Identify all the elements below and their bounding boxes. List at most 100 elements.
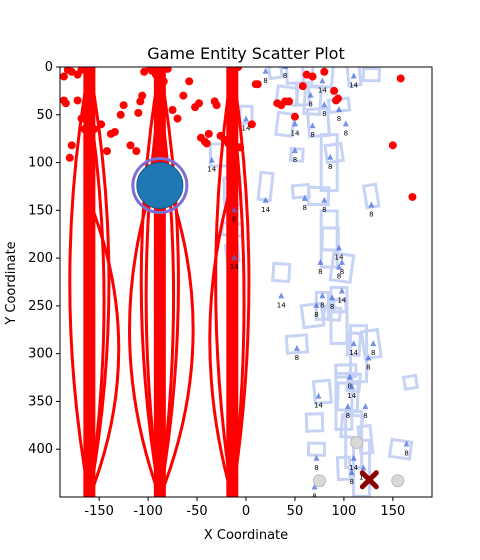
item-label: 14 xyxy=(349,82,358,90)
y-tick-label: 400 xyxy=(28,442,53,457)
enemy-point xyxy=(253,80,262,89)
enemy-point xyxy=(116,110,125,119)
enemy-point xyxy=(236,143,245,152)
enemy-point xyxy=(80,125,89,134)
x-tick-label: 100 xyxy=(331,504,356,519)
enemy-point xyxy=(138,91,147,100)
enemy-point xyxy=(65,153,74,162)
item-label: 8 xyxy=(295,354,299,362)
item-marker xyxy=(278,292,285,299)
enemy-point xyxy=(185,77,194,86)
ghost-marker xyxy=(391,474,405,488)
item-label: 8 xyxy=(337,115,341,123)
wall-outline xyxy=(290,182,311,200)
wall-outline xyxy=(329,285,349,345)
item-marker xyxy=(319,292,326,299)
enemy-point xyxy=(247,120,256,129)
item-label: 14 xyxy=(369,527,378,535)
item-label: 14 xyxy=(242,125,251,133)
enemy-point xyxy=(140,67,149,76)
enemy-point xyxy=(61,99,70,108)
enemy-trail xyxy=(87,200,121,497)
item-marker xyxy=(315,392,322,399)
wall-outline xyxy=(306,185,331,207)
item-marker xyxy=(338,287,345,294)
chart-title: Game Entity Scatter Plot xyxy=(147,44,344,63)
item-marker xyxy=(208,156,215,163)
item-label: 8 xyxy=(283,72,287,80)
ghost-marker xyxy=(350,436,364,450)
wall-outline xyxy=(304,412,325,433)
item-marker xyxy=(262,196,269,203)
item-label: 8 xyxy=(322,110,326,118)
enemy-point xyxy=(85,68,94,77)
item-marker xyxy=(403,440,410,447)
item-marker xyxy=(243,115,249,122)
item-marker xyxy=(231,206,238,213)
wall-outline xyxy=(319,209,339,269)
item-label: 8 xyxy=(318,268,322,276)
enemy-point xyxy=(77,114,86,123)
item-label: 14 xyxy=(396,521,405,529)
x-tick-label: -100 xyxy=(133,504,163,519)
item-marker xyxy=(370,340,377,347)
enemy-point xyxy=(204,129,213,138)
enemy-trail xyxy=(144,95,162,497)
x-tick-label: -150 xyxy=(84,504,114,519)
enemy-point xyxy=(126,141,135,150)
wall-outline xyxy=(387,437,414,461)
item-marker xyxy=(262,67,269,74)
ghost-marker xyxy=(312,474,326,488)
enemy-point xyxy=(230,139,239,148)
item-label: 8 xyxy=(337,273,341,281)
item-marker xyxy=(336,244,342,251)
wall-outline xyxy=(361,67,381,83)
wall-outline xyxy=(256,170,275,203)
item-label: 8 xyxy=(348,383,352,391)
enemy-trail xyxy=(158,95,176,497)
enemy-point xyxy=(110,127,119,136)
wall-outline xyxy=(359,327,383,361)
enemy-trail xyxy=(128,162,162,497)
item-marker xyxy=(338,258,345,265)
wall-outline xyxy=(289,147,305,163)
item-label: 8 xyxy=(369,211,373,219)
x-tick-label: 50 xyxy=(287,504,304,519)
item-marker xyxy=(291,120,298,127)
enemy-trail xyxy=(230,67,251,497)
item-marker xyxy=(368,201,375,208)
item-marker xyxy=(231,254,238,261)
enemy-point xyxy=(290,112,299,121)
enemy-point xyxy=(87,152,96,161)
x-tick-label: 0 xyxy=(242,504,250,519)
enemy-point xyxy=(83,110,92,119)
item-label: 8 xyxy=(320,301,324,309)
enemy-trail xyxy=(68,67,91,497)
item-marker xyxy=(313,301,320,308)
wall-outline xyxy=(284,333,310,355)
item-label: 8 xyxy=(371,349,375,357)
item-label: 8 xyxy=(366,363,370,371)
item-label: 14 xyxy=(314,402,323,410)
item-marker xyxy=(309,122,316,129)
item-label: 14 xyxy=(290,129,299,137)
item-marker xyxy=(321,101,328,108)
item-label: 8 xyxy=(303,204,307,212)
enemy-point xyxy=(234,67,243,71)
enemy-point xyxy=(298,82,307,91)
wall-outline xyxy=(311,378,333,406)
enemy-point xyxy=(119,101,128,110)
item-marker xyxy=(321,196,328,203)
enemy-lane xyxy=(83,67,96,497)
enemy-point xyxy=(67,141,76,150)
item-marker xyxy=(293,344,300,351)
enemy-point xyxy=(97,120,106,129)
x-axis-label: X Coordinate xyxy=(204,528,288,543)
item-marker xyxy=(362,403,369,410)
y-tick-label: 50 xyxy=(36,108,53,123)
wall-outline xyxy=(334,363,358,379)
item-label: 8 xyxy=(314,311,318,319)
wall-outline xyxy=(335,381,360,413)
enemy-trail xyxy=(139,67,162,497)
